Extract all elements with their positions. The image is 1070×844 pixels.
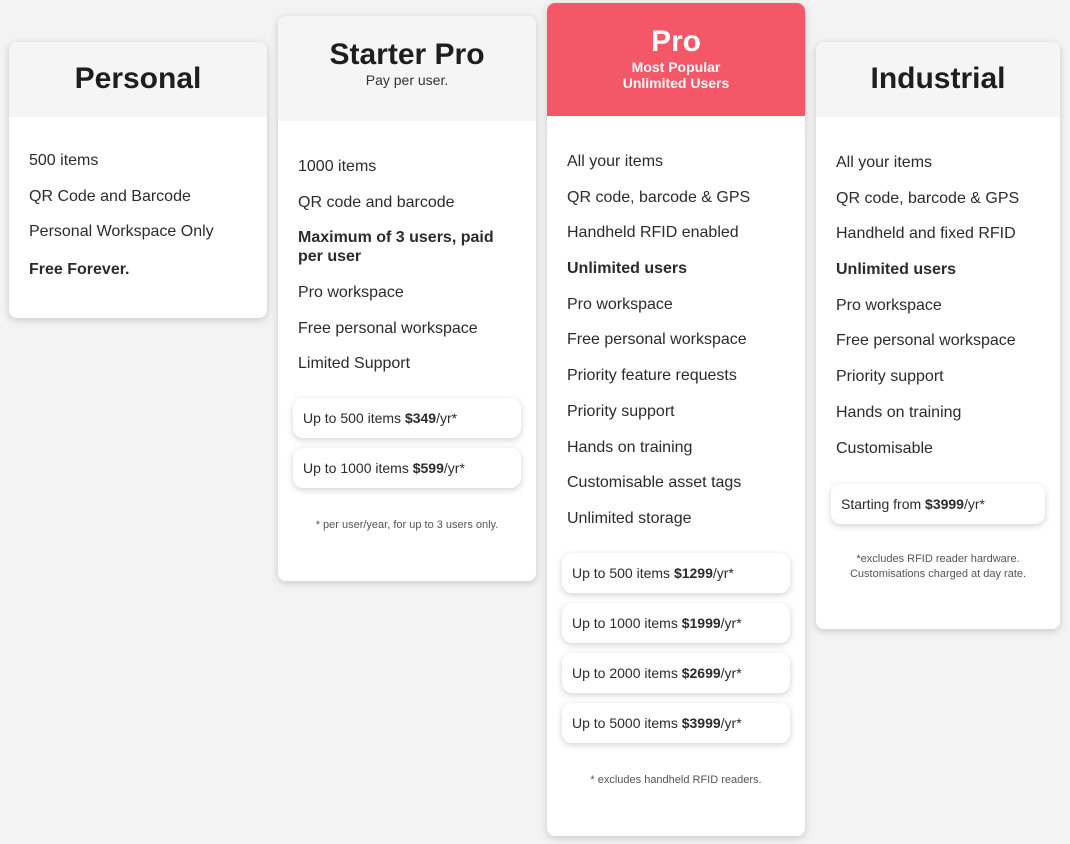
feature-item: Hands on training bbox=[567, 438, 693, 456]
feature-item: QR code, barcode & GPS bbox=[567, 188, 751, 206]
feature-item: Pro workspace bbox=[298, 284, 404, 302]
feature-item: QR code and barcode bbox=[298, 193, 455, 211]
price-note: * per user/year, for up to 3 users only. bbox=[315, 519, 499, 532]
price-amount: $1299 bbox=[673, 564, 713, 581]
plan-title: Starter Pro bbox=[329, 38, 485, 71]
price-amount: $1999 bbox=[681, 614, 721, 631]
feature-item: Free personal workspace bbox=[298, 319, 478, 337]
feature-item: Pro workspace bbox=[567, 295, 673, 313]
price-period: /yr* bbox=[712, 564, 734, 581]
plan-subtitle: Most Popular bbox=[631, 59, 721, 75]
price-option[interactable]: Up to 2000 items $2699/yr* bbox=[562, 652, 790, 693]
price-note: *excludes RFID reader hardware. bbox=[856, 553, 1020, 566]
feature-item: QR code, barcode & GPS bbox=[836, 189, 1020, 207]
plan-card-pro: Pro Most Popular Unlimited Users All your i… bbox=[547, 3, 805, 836]
feature-list: All your items QR code, barcode & GPS Hand… bbox=[816, 117, 1060, 458]
feature-item: Customisable bbox=[836, 439, 933, 457]
price-option[interactable]: Starting from $3999/yr* bbox=[831, 484, 1045, 525]
price-label: Up to 1000 items bbox=[572, 614, 682, 631]
price-note-2: Customisations charged at day rate. bbox=[849, 568, 1027, 581]
feature-item: Unlimited users bbox=[836, 261, 957, 279]
plan-title: Pro bbox=[650, 25, 701, 58]
feature-item: Maximum of 3 users, paid per user bbox=[298, 229, 494, 266]
price-option[interactable]: Up to 1000 items $599/yr* bbox=[293, 448, 521, 489]
plan-title: Personal bbox=[74, 62, 202, 95]
plan-header: Personal bbox=[9, 42, 267, 117]
feature-item: Handheld RFID enabled bbox=[567, 224, 739, 242]
feature-item: Handheld and fixed RFID bbox=[836, 225, 1016, 243]
feature-item: Hands on training bbox=[836, 403, 962, 421]
plan-card-starter-pro: Starter Pro Pay per user. 1000 items QR cod… bbox=[278, 16, 536, 581]
feature-list: All your items QR code, barcode & GPS Hand… bbox=[547, 116, 805, 528]
price-period: /yr* bbox=[443, 460, 465, 477]
price-label: Up to 500 items bbox=[572, 564, 674, 581]
price-amount: $349 bbox=[404, 410, 437, 427]
price-option[interactable]: Up to 500 items $349/yr* bbox=[293, 398, 521, 439]
price-amount: $599 bbox=[412, 460, 444, 477]
feature-item: Customisable asset tags bbox=[567, 474, 742, 492]
price-note: * excludes handheld RFID readers. bbox=[590, 773, 762, 786]
price-period: /yr* bbox=[436, 410, 458, 427]
plan-subtitle-2: Unlimited Users bbox=[622, 75, 730, 91]
price-period: /yr* bbox=[720, 714, 742, 731]
feature-item: Limited Support bbox=[298, 355, 411, 373]
plan-card-personal: Personal 500 items QR Code and Barcode Pers… bbox=[9, 42, 267, 318]
feature-item: QR Code and Barcode bbox=[29, 187, 191, 205]
feature-item: Unlimited storage bbox=[567, 509, 692, 527]
price-amount: $3999 bbox=[681, 714, 721, 731]
feature-item: All your items bbox=[836, 154, 933, 171]
feature-item: Priority support bbox=[836, 368, 944, 386]
feature-item: Priority support bbox=[567, 402, 675, 420]
plan-header: Starter Pro Pay per user. bbox=[278, 16, 536, 121]
plan-card-industrial: Industrial All your items QR code, barcode… bbox=[816, 42, 1060, 629]
plan-subtitle: Pay per user. bbox=[365, 72, 449, 88]
feature-item: Free Forever. bbox=[29, 261, 130, 279]
plan-title: Industrial bbox=[870, 62, 1006, 95]
price-label: Up to 500 items bbox=[303, 410, 405, 427]
feature-item: Unlimited users bbox=[567, 260, 688, 278]
feature-item: 500 items bbox=[29, 152, 99, 169]
plan-header: Industrial bbox=[816, 42, 1060, 117]
feature-item: Free personal workspace bbox=[567, 331, 747, 349]
feature-item: Personal Workspace Only bbox=[29, 223, 214, 241]
price-option[interactable]: Up to 500 items $1299/yr* bbox=[562, 552, 790, 593]
plan-header: Pro Most Popular Unlimited Users bbox=[547, 3, 805, 116]
feature-item: Priority feature requests bbox=[567, 367, 737, 385]
price-option[interactable]: Up to 5000 items $3999/yr* bbox=[562, 702, 790, 743]
price-amount: $2699 bbox=[681, 664, 721, 681]
price-label: Up to 5000 items bbox=[572, 714, 682, 731]
price-label: Up to 2000 items bbox=[572, 664, 682, 681]
feature-item: All your items bbox=[567, 153, 664, 170]
price-amount: $3999 bbox=[925, 496, 964, 513]
feature-item: Pro workspace bbox=[836, 296, 942, 314]
feature-item: Free personal workspace bbox=[836, 332, 1016, 350]
feature-item: 1000 items bbox=[298, 158, 377, 175]
price-option[interactable]: Up to 1000 items $1999/yr* bbox=[562, 602, 790, 643]
feature-list: 500 items QR Code and Barcode Personal Wor… bbox=[9, 117, 267, 279]
price-period: /yr* bbox=[720, 664, 742, 681]
price-label: Starting from bbox=[841, 496, 926, 513]
price-period: /yr* bbox=[720, 614, 742, 631]
price-period: /yr* bbox=[963, 496, 985, 513]
price-label: Up to 1000 items bbox=[303, 460, 413, 477]
feature-list: 1000 items QR code and barcode Maximum of … bbox=[278, 121, 536, 373]
